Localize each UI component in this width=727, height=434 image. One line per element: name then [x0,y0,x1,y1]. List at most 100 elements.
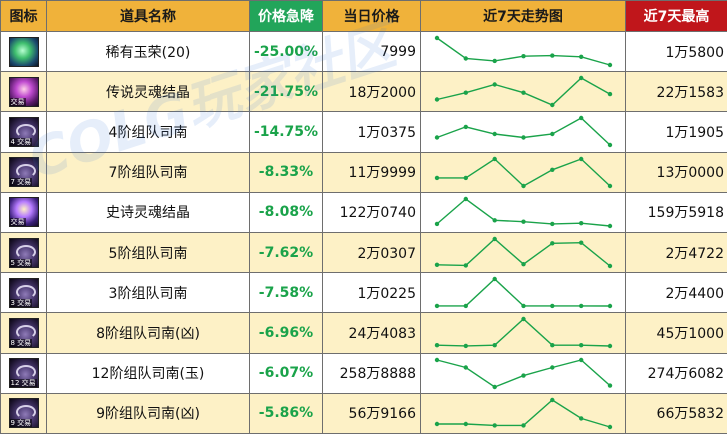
trend-point [463,175,468,180]
item-name: 3阶组队司南 [46,272,250,314]
trend-point [492,236,497,242]
trend-point [492,384,497,389]
compass-icon: 5 交易 [8,237,39,268]
trend-point [463,421,468,427]
trend-point [579,357,584,362]
trend-point [521,303,526,309]
price-drop: -14.75% [249,111,323,153]
current-price: 56万9166 [322,392,421,434]
trend-point [579,76,584,81]
trend-point [492,423,497,428]
icon-cell: 4 交易 [0,111,47,153]
trend-point [521,372,526,378]
icon-cell: 5 交易 [0,231,47,274]
icon-cell: 7 交易 [0,151,47,193]
trend-point [434,303,440,309]
trend-point [492,277,497,282]
compass-icon: 4 交易 [8,116,39,147]
icon-tag: 12 交易 [9,379,37,388]
trend-point [521,262,526,267]
price-drop: -7.62% [249,231,323,274]
compass-icon: 9 交易 [8,398,39,429]
icon-cell: 3 交易 [0,272,47,314]
trend-point [492,132,497,137]
trend-cell [420,111,626,153]
trend-point [579,240,584,245]
table-header: 图标 道具名称 价格急降 当日价格 近7天走势图 近7天最高 [0,0,727,32]
trend-point [463,303,468,309]
trend-point [550,53,555,58]
trend-point [434,343,440,348]
table-row: 3 交易 3阶组队司南 -7.58% 1万0225 2万4400 [0,272,727,314]
current-price: 1万0375 [322,111,421,153]
current-price: 122万0740 [322,191,421,233]
header-current-price: 当日价格 [322,0,421,32]
header-price-drop: 价格急降 [249,0,323,32]
compass-icon: 8 交易 [8,317,39,348]
icon-cell: 8 交易 [0,312,47,354]
trend-point [550,103,555,108]
header-icon: 图标 [0,0,47,32]
icon-cell [0,30,47,73]
trend-sparkline [434,236,613,269]
compass-icon: 3 交易 [8,277,39,308]
icon-cell: 9 交易 [0,392,47,434]
table-row: 7 交易 7阶组队司南 -8.33% 11万9999 13万0000 [0,151,727,193]
seven-day-high: 2万4722 [625,231,727,274]
seven-day-high: 13万0000 [625,151,727,193]
table-body: 稀有玉荣(20) -25.00% 7999 1万5800 交易 传说灵魂结晶 -21.75%… [0,30,727,434]
current-price: 11万9999 [322,151,421,193]
item-name: 4阶组队司南 [46,111,250,153]
trend-point [463,196,468,202]
price-drop: -21.75% [249,71,323,113]
seven-day-high: 45万1000 [625,312,727,354]
trend-point [607,183,613,188]
trend-point [492,217,497,223]
legend-soul-crystal-icon: 交易 [8,76,39,107]
icon-tag: 3 交易 [9,298,33,307]
current-price: 7999 [322,30,421,73]
trend-point [607,263,613,269]
trend-point [550,343,555,348]
trend-cell [420,151,626,193]
trend-line [436,117,611,146]
trend-point [579,220,584,226]
seven-day-high: 66万5832 [625,392,727,434]
price-drop: -8.08% [249,191,323,233]
trend-point [579,303,584,309]
seven-day-high: 274万6082 [625,352,727,394]
trend-sparkline [434,35,613,68]
item-name: 8阶组队司南(凶) [46,312,250,354]
icon-tag: 5 交易 [9,258,33,267]
trend-point [521,135,526,141]
current-price: 24万4083 [322,312,421,354]
trend-point [463,263,468,268]
price-drop: -25.00% [249,30,323,73]
price-drop: -6.96% [249,312,323,354]
table-row: 交易 史诗灵魂结晶 -8.08% 122万0740 159万5918 [0,191,727,233]
current-price: 1万0225 [322,272,421,314]
trend-point [550,303,555,309]
jade-glory-icon [8,36,39,67]
seven-day-high: 2万4400 [625,272,727,314]
trend-point [579,156,584,161]
trend-point [550,397,555,403]
compass-icon: 12 交易 [8,358,39,389]
table-row: 稀有玉荣(20) -25.00% 7999 1万5800 [0,30,727,73]
trend-cell [420,71,626,113]
trend-point [434,357,440,362]
trend-point [550,364,555,370]
item-name: 7阶组队司南 [46,151,250,193]
trend-point [550,241,555,246]
trend-point [463,56,468,61]
trend-cell [420,30,626,73]
icon-tag: 9 交易 [9,419,33,428]
trend-point [607,382,613,388]
trend-point [579,116,584,121]
trend-sparkline [434,76,613,108]
trend-point [463,90,468,96]
header-trend: 近7天走势图 [420,0,626,32]
item-name: 稀有玉荣(20) [46,30,250,73]
icon-cell: 交易 [0,71,47,113]
